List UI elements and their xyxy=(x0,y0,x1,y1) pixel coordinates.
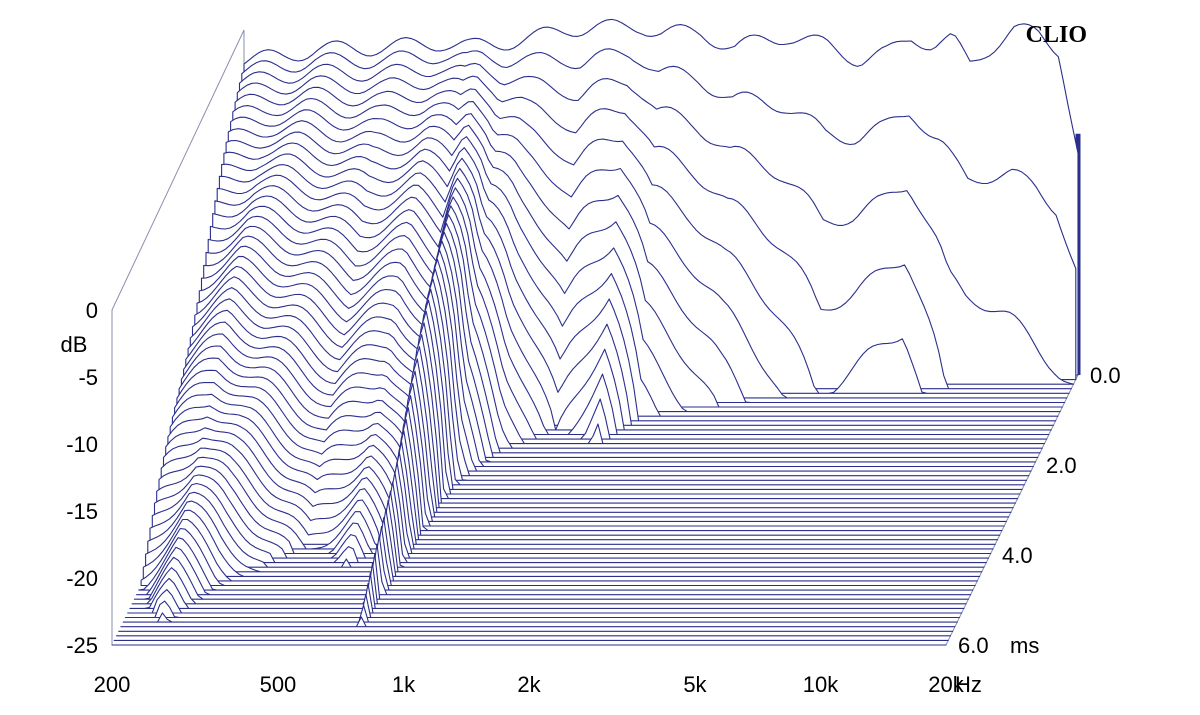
waterfall-slice xyxy=(160,441,996,545)
waterfall-slice xyxy=(138,534,974,591)
right-floor-edge xyxy=(945,374,1079,646)
waterfall-slice xyxy=(122,604,958,623)
z-tick-label: 6.0 xyxy=(958,633,989,658)
x-tick-label: 5k xyxy=(683,672,707,697)
x-tick-label: 20k xyxy=(928,672,964,697)
brand-label: CLIO xyxy=(1026,22,1087,48)
z-tick-label: 2.0 xyxy=(1046,453,1077,478)
y-tick-label: -10 xyxy=(66,432,98,457)
z-axis-unit: ms xyxy=(1010,633,1039,658)
waterfall-slice xyxy=(147,499,983,573)
x-tick-label: 10k xyxy=(803,672,839,697)
waterfall-slices xyxy=(111,18,1079,646)
y-tick-label: -20 xyxy=(66,566,98,591)
waterfall-slice xyxy=(120,616,956,628)
waterfall-slice xyxy=(162,430,999,541)
waterfall-slice xyxy=(133,552,969,600)
y-tick-label: -25 xyxy=(66,633,98,658)
waterfall-slice xyxy=(136,543,972,596)
waterfall-slice xyxy=(124,593,960,619)
z-tick-label: 0.0 xyxy=(1090,363,1121,388)
x-tick-label: 200 xyxy=(94,672,131,697)
y-axis-unit: dB xyxy=(61,332,88,357)
waterfall-slice xyxy=(142,517,978,582)
y-tick-label: -5 xyxy=(78,365,98,390)
axis-labels: CLIO dB Hz ms 0 -5 -10 -15 -20 -25 200 500 1k 2k 5… xyxy=(61,22,1121,697)
z-tick-label: 4.0 xyxy=(1002,543,1033,568)
waterfall-slice xyxy=(127,582,963,614)
waterfall-slice xyxy=(145,508,981,577)
top-left-edge xyxy=(111,29,245,311)
y-tick-label: -15 xyxy=(66,499,98,524)
y-tick-label: 0 xyxy=(86,298,98,323)
x-tick-label: 500 xyxy=(260,672,297,697)
waterfall-slice xyxy=(140,525,976,587)
x-axis-unit: Hz xyxy=(955,672,982,697)
waterfall-slice xyxy=(129,572,965,609)
x-tick-label: 2k xyxy=(517,672,541,697)
waterfall-slice xyxy=(131,562,967,605)
x-tick-label: 1k xyxy=(392,672,416,697)
